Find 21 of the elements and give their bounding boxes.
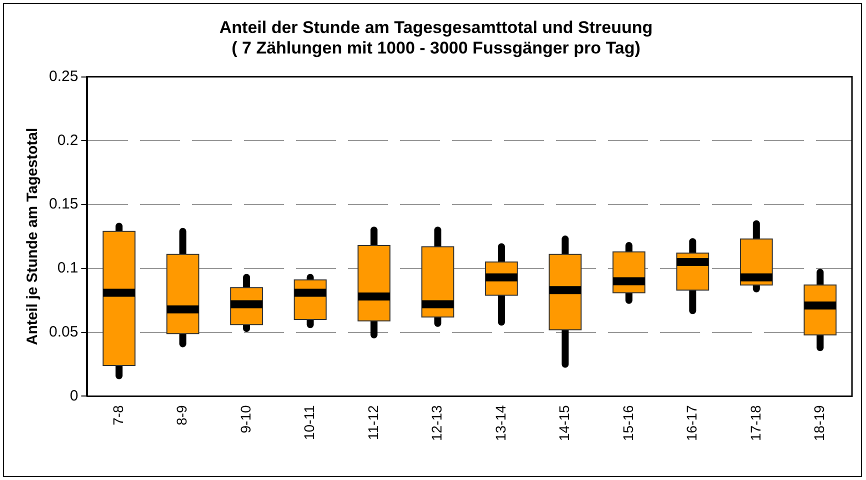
x-tick-label: 9-10 [237, 404, 254, 434]
x-tick-label: 7-8 [110, 404, 126, 426]
x-tick-label: 17-18 [747, 404, 764, 442]
x-tick-label: 18-19 [810, 404, 827, 442]
y-tick-label: 0 [70, 387, 78, 404]
y-axis-title: Anteil je Stunde am Tagestotal [24, 128, 42, 346]
y-tick-label: 0.15 [48, 196, 78, 213]
x-tick-label: 15-16 [620, 404, 636, 442]
y-tick-label: 0.25 [48, 68, 78, 85]
x-tick-label: 16-17 [684, 404, 700, 442]
x-tick-label: 14-15 [556, 404, 572, 442]
x-tick-label: 13-14 [492, 404, 508, 442]
chart-subtitle: ( 7 Zählungen mit 1000 - 3000 Fussgänger pro Tag) [232, 38, 640, 58]
x-tick-label: 8-9 [174, 404, 190, 426]
x-tick-label: 11-12 [364, 404, 381, 440]
y-tick-label: 0.05 [48, 323, 78, 340]
y-tick-label: 0.1 [57, 260, 78, 277]
x-tick-label: 12-13 [428, 404, 445, 442]
chart-title: Anteil der Stunde am Tagesgesamttotal und Streuung [219, 18, 653, 37]
y-tick-label: 0.2 [57, 132, 78, 149]
x-tick-label: 10-11 [301, 404, 318, 440]
